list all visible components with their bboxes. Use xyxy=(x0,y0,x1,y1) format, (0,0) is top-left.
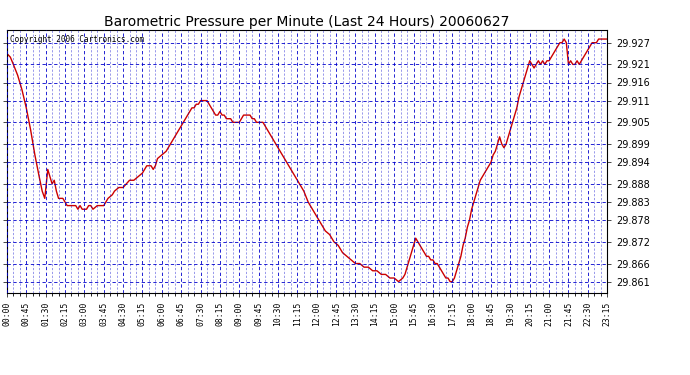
Text: Copyright 2006 Cartronics.com: Copyright 2006 Cartronics.com xyxy=(10,35,144,44)
Title: Barometric Pressure per Minute (Last 24 Hours) 20060627: Barometric Pressure per Minute (Last 24 … xyxy=(104,15,510,29)
